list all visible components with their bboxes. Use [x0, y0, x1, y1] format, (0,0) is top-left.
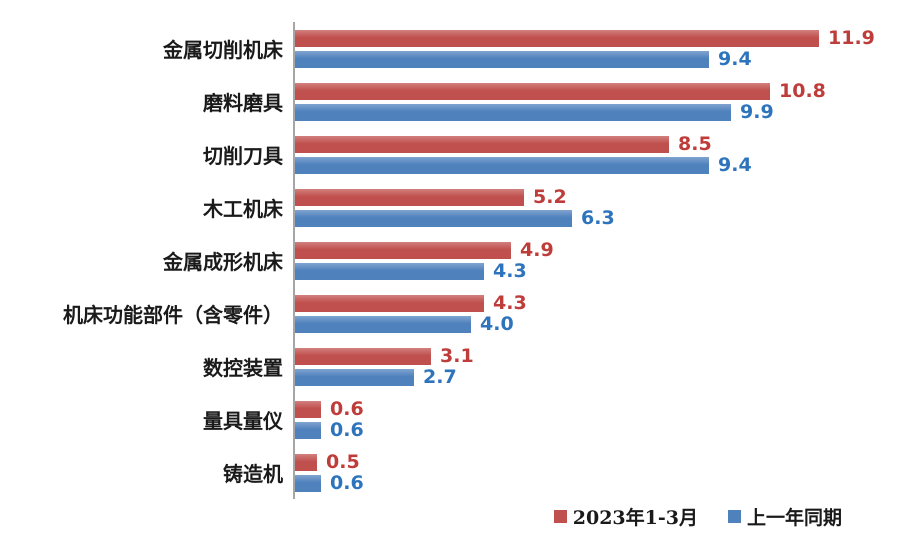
bar-line-previous-period: 4.0	[295, 313, 900, 335]
value-label-previous-period: 0.6	[330, 472, 364, 494]
bar-current-period[interactable]	[295, 241, 511, 259]
bar-previous-period[interactable]	[295, 421, 321, 439]
legend: 2023年1-3月 上一年同期	[0, 503, 900, 530]
category-label: 木工机床	[203, 197, 283, 221]
bar-group: 10.8 9.9	[293, 75, 900, 128]
bar-line-current-period: 0.5	[295, 451, 900, 473]
value-label-previous-period: 9.4	[718, 48, 752, 70]
bar-previous-period[interactable]	[295, 156, 709, 174]
bar-line-current-period: 5.2	[295, 186, 900, 208]
legend-label-current-period: 2023年1-3月	[572, 507, 698, 529]
bar-line-previous-period: 6.3	[295, 207, 900, 229]
bar-line-current-period: 0.6	[295, 398, 900, 420]
bar-current-period[interactable]	[295, 347, 431, 365]
value-label-current-period: 4.9	[520, 239, 554, 261]
bar-group: 5.2 6.3	[293, 181, 900, 234]
category-label: 金属成形机床	[163, 250, 283, 274]
bar-group: 0.5 0.6	[293, 446, 900, 499]
category-row: 量具量仪 0.6 0.6	[0, 393, 900, 446]
value-label-current-period: 3.1	[440, 345, 474, 367]
bar-line-previous-period: 0.6	[295, 472, 900, 494]
value-label-previous-period: 0.6	[330, 419, 364, 441]
value-label-current-period: 4.3	[493, 292, 527, 314]
category-label: 数控装置	[203, 356, 283, 380]
category-row: 金属切削机床 11.9 9.4	[0, 22, 900, 75]
category-row: 铸造机 0.5 0.6	[0, 446, 900, 499]
category-row: 金属成形机床 4.9 4.3	[0, 234, 900, 287]
bar-line-previous-period: 9.9	[295, 101, 900, 123]
value-label-current-period: 0.6	[330, 398, 364, 420]
legend-label-previous-period: 上一年同期	[746, 507, 842, 529]
value-label-previous-period: 9.9	[740, 101, 774, 123]
bar-group: 8.5 9.4	[293, 128, 900, 181]
bar-line-current-period: 4.9	[295, 239, 900, 261]
bar-line-current-period: 11.9	[295, 27, 900, 49]
bar-group: 3.1 2.7	[293, 340, 900, 393]
category-label: 磨料磨具	[203, 91, 283, 115]
category-label: 铸造机	[223, 462, 283, 486]
value-label-current-period: 0.5	[326, 451, 360, 473]
bar-line-current-period: 10.8	[295, 80, 900, 102]
bar-line-current-period: 8.5	[295, 133, 900, 155]
bar-group: 11.9 9.4	[293, 22, 900, 75]
category-label: 机床功能部件（含零件）	[63, 303, 283, 327]
category-label: 量具量仪	[203, 409, 283, 433]
bar-line-current-period: 3.1	[295, 345, 900, 367]
value-label-previous-period: 9.4	[718, 154, 752, 176]
value-label-previous-period: 2.7	[423, 366, 457, 388]
bar-previous-period[interactable]	[295, 474, 321, 492]
bar-previous-period[interactable]	[295, 50, 709, 68]
legend-item-previous-period[interactable]: 上一年同期	[727, 503, 842, 530]
category-label: 切削刀具	[203, 144, 283, 168]
bar-group: 0.6 0.6	[293, 393, 900, 446]
value-label-previous-period: 4.3	[493, 260, 527, 282]
bar-line-previous-period: 9.4	[295, 48, 900, 70]
category-label: 金属切削机床	[163, 38, 283, 62]
value-label-previous-period: 6.3	[581, 207, 615, 229]
bar-current-period[interactable]	[295, 400, 321, 418]
bar-previous-period[interactable]	[295, 368, 414, 386]
category-row: 木工机床 5.2 6.3	[0, 181, 900, 234]
category-row: 切削刀具 8.5 9.4	[0, 128, 900, 181]
value-label-previous-period: 4.0	[480, 313, 514, 335]
category-row: 数控装置 3.1 2.7	[0, 340, 900, 393]
value-label-current-period: 11.9	[828, 27, 875, 49]
value-label-current-period: 5.2	[533, 186, 567, 208]
legend-swatch-previous-period	[727, 510, 741, 523]
value-label-current-period: 8.5	[678, 133, 712, 155]
bar-current-period[interactable]	[295, 82, 770, 100]
bar-current-period[interactable]	[295, 135, 669, 153]
bar-previous-period[interactable]	[295, 315, 471, 333]
bar-current-period[interactable]	[295, 294, 484, 312]
plot-area: 金属切削机床 11.9 9.4 磨料磨具 10.8 9.9 切削刀具	[0, 22, 900, 499]
bar-group: 4.3 4.0	[293, 287, 900, 340]
category-row: 磨料磨具 10.8 9.9	[0, 75, 900, 128]
category-row: 机床功能部件（含零件） 4.3 4.0	[0, 287, 900, 340]
bar-line-previous-period: 4.3	[295, 260, 900, 282]
bar-current-period[interactable]	[295, 29, 819, 47]
legend-swatch-current-period	[553, 510, 567, 523]
bar-previous-period[interactable]	[295, 262, 484, 280]
bar-current-period[interactable]	[295, 188, 524, 206]
bar-line-previous-period: 9.4	[295, 154, 900, 176]
bar-line-previous-period: 2.7	[295, 366, 900, 388]
bar-previous-period[interactable]	[295, 103, 731, 121]
bar-current-period[interactable]	[295, 453, 317, 471]
bar-line-previous-period: 0.6	[295, 419, 900, 441]
bar-line-current-period: 4.3	[295, 292, 900, 314]
legend-item-current-period[interactable]: 2023年1-3月	[553, 503, 698, 530]
bar-previous-period[interactable]	[295, 209, 572, 227]
value-label-current-period: 10.8	[779, 80, 826, 102]
bar-group: 4.9 4.3	[293, 234, 900, 287]
